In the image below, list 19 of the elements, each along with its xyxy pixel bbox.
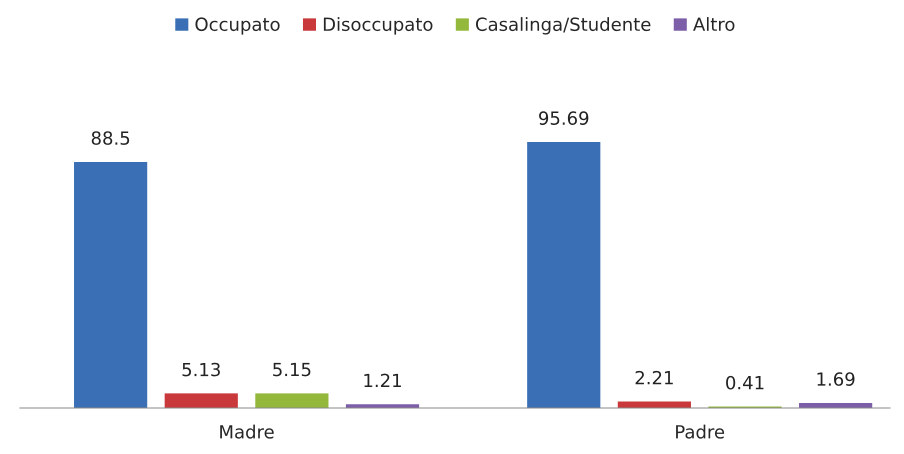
x-tick-label: Padre <box>676 424 724 439</box>
x-tick-label: Madre <box>220 424 274 439</box>
legend-label: Altro <box>693 17 734 32</box>
bar <box>255 393 328 408</box>
bar <box>618 402 691 408</box>
legend-label: Occupato <box>195 17 280 35</box>
data-label: 5.15 <box>273 362 310 376</box>
data-label: 88.5 <box>92 131 130 145</box>
bar <box>527 142 600 408</box>
bar <box>74 162 148 408</box>
data-label: 0.41 <box>726 376 764 390</box>
data-label: 95.69 <box>539 111 588 125</box>
data-label: 2.21 <box>636 370 673 384</box>
data-label: 1.21 <box>364 374 401 387</box>
legend-label: Disoccupato <box>324 17 432 35</box>
bar <box>164 393 238 408</box>
data-label: 5.13 <box>182 362 220 376</box>
legend-label: Casalinga/Studente <box>476 17 650 35</box>
data-label: 1.69 <box>818 372 854 386</box>
